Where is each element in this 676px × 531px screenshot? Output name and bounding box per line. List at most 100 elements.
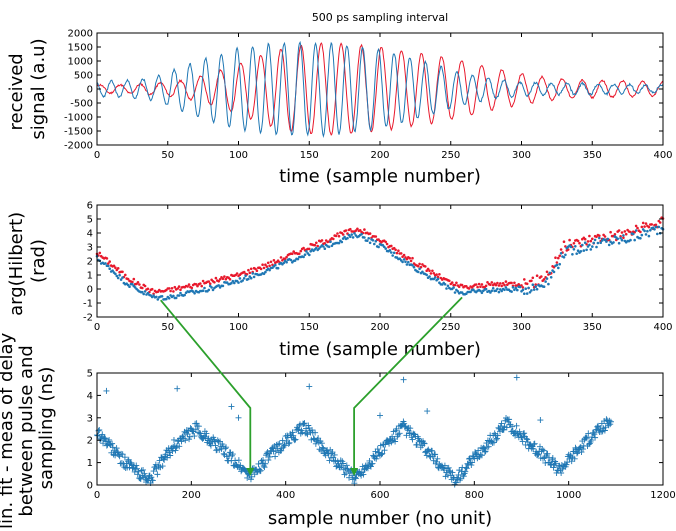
series-point-plus — [301, 420, 308, 427]
series-red-point — [477, 282, 481, 286]
series-red-point — [425, 269, 429, 273]
series-red-point — [291, 252, 294, 256]
series-point-plus — [199, 435, 206, 442]
series-blue-point — [425, 273, 429, 277]
series-point-plus — [295, 426, 302, 433]
series-blue-point — [330, 244, 334, 248]
series-point-plus — [176, 443, 183, 450]
series-point-plus — [95, 427, 102, 434]
series-point-plus — [530, 445, 537, 452]
series-blue-point — [579, 250, 583, 253]
series-point-plus — [369, 460, 376, 467]
series-blue-point — [174, 296, 178, 300]
series-blue-point — [654, 225, 658, 229]
series-blue-point — [167, 297, 171, 300]
series-point-plus — [429, 447, 436, 454]
series-red-point — [622, 236, 625, 239]
series-point-plus — [318, 440, 325, 447]
series-point-plus — [235, 457, 242, 464]
series-point-plus — [392, 438, 399, 445]
series-red-point — [285, 255, 288, 259]
annotation-arrow-line — [160, 299, 252, 470]
series-point-plus — [361, 466, 368, 473]
series-point-plus — [496, 425, 503, 432]
y-tick-label: -2 — [83, 313, 93, 324]
series-blue-point — [276, 266, 280, 270]
series-blue-point — [165, 297, 168, 301]
series-red-point — [179, 288, 182, 292]
series-point-plus — [533, 452, 540, 459]
series-point-plus — [122, 464, 129, 471]
series-blue-point — [285, 260, 288, 264]
series-point-plus — [378, 451, 385, 458]
series-point-plus — [481, 448, 488, 455]
series-point-plus — [220, 450, 227, 457]
series-point-plus — [94, 432, 101, 439]
series-point-plus — [286, 439, 293, 446]
series-point-plus — [409, 436, 416, 443]
series-point-plus — [341, 471, 348, 478]
series-red-point — [499, 282, 502, 285]
series-blue-point — [596, 241, 600, 245]
series-point-plus — [300, 421, 307, 428]
series-red-point — [308, 247, 311, 251]
series-point-plus — [364, 465, 371, 472]
panel-received-signal: 500 ps sampling interval 0 50 100 150 200 250… — [6, 11, 673, 187]
y-tick-label: -1500 — [64, 127, 93, 138]
y-axis-label-line-1: arg(Hilbert) — [6, 212, 27, 316]
series-blue-point — [121, 276, 124, 279]
y-tick-label: -1000 — [64, 113, 93, 124]
series-point-plus — [360, 471, 367, 478]
series-red-point — [132, 277, 136, 281]
series-blue-point — [337, 241, 341, 245]
series-point-plus — [509, 423, 516, 430]
series-blue-point — [605, 240, 608, 243]
series-point-plus — [173, 444, 180, 451]
series-blue-point — [640, 233, 644, 237]
series-blue-point — [349, 235, 352, 239]
series-point-plus — [477, 451, 484, 458]
series-blue-point — [619, 236, 622, 240]
series-point-plus — [530, 441, 537, 448]
series-red-point — [540, 275, 543, 278]
series-red-point — [112, 264, 116, 268]
series-blue-point — [346, 236, 349, 240]
series-red-point — [336, 232, 339, 235]
series-point-plus — [276, 440, 283, 447]
series-point-plus — [603, 416, 610, 423]
series-blue-point — [221, 284, 225, 288]
series-point-plus — [516, 428, 523, 435]
series-blue-point — [296, 257, 300, 261]
series-blue-point — [210, 286, 213, 289]
series-blue-point — [247, 277, 250, 281]
series-point-plus — [468, 462, 475, 469]
series-red-point — [617, 229, 621, 232]
series-blue-point — [575, 252, 578, 255]
series-blue-point — [323, 247, 327, 250]
y-tick-label: 6 — [87, 201, 93, 212]
series-blue-point — [367, 237, 371, 240]
y-tick-label: 1000 — [68, 57, 93, 68]
series-red-point — [207, 280, 211, 283]
series-point-plus — [583, 435, 590, 442]
series-red-point — [624, 232, 628, 236]
series-blue-point — [518, 285, 522, 289]
series-point-plus — [466, 455, 473, 462]
series-red-point — [264, 263, 267, 267]
series-point-plus — [279, 437, 286, 444]
series-blue-point — [535, 287, 539, 291]
series-blue-point — [634, 229, 638, 232]
series-point-plus — [141, 470, 148, 477]
series-point-plus — [294, 426, 301, 433]
series-red-point — [639, 230, 642, 234]
series-red-point — [248, 271, 252, 275]
series-red-point — [242, 270, 246, 274]
series-point-plus — [148, 474, 155, 481]
y-axis-label-line-1: lin. fit - meas of delay — [0, 332, 17, 529]
series-blue-point — [368, 241, 372, 245]
series-blue-point — [343, 235, 346, 239]
series-point-plus — [592, 434, 599, 441]
y-axis-label-line-1: received — [6, 53, 27, 130]
series-blue-point — [516, 288, 519, 292]
series-red-point — [152, 292, 155, 296]
